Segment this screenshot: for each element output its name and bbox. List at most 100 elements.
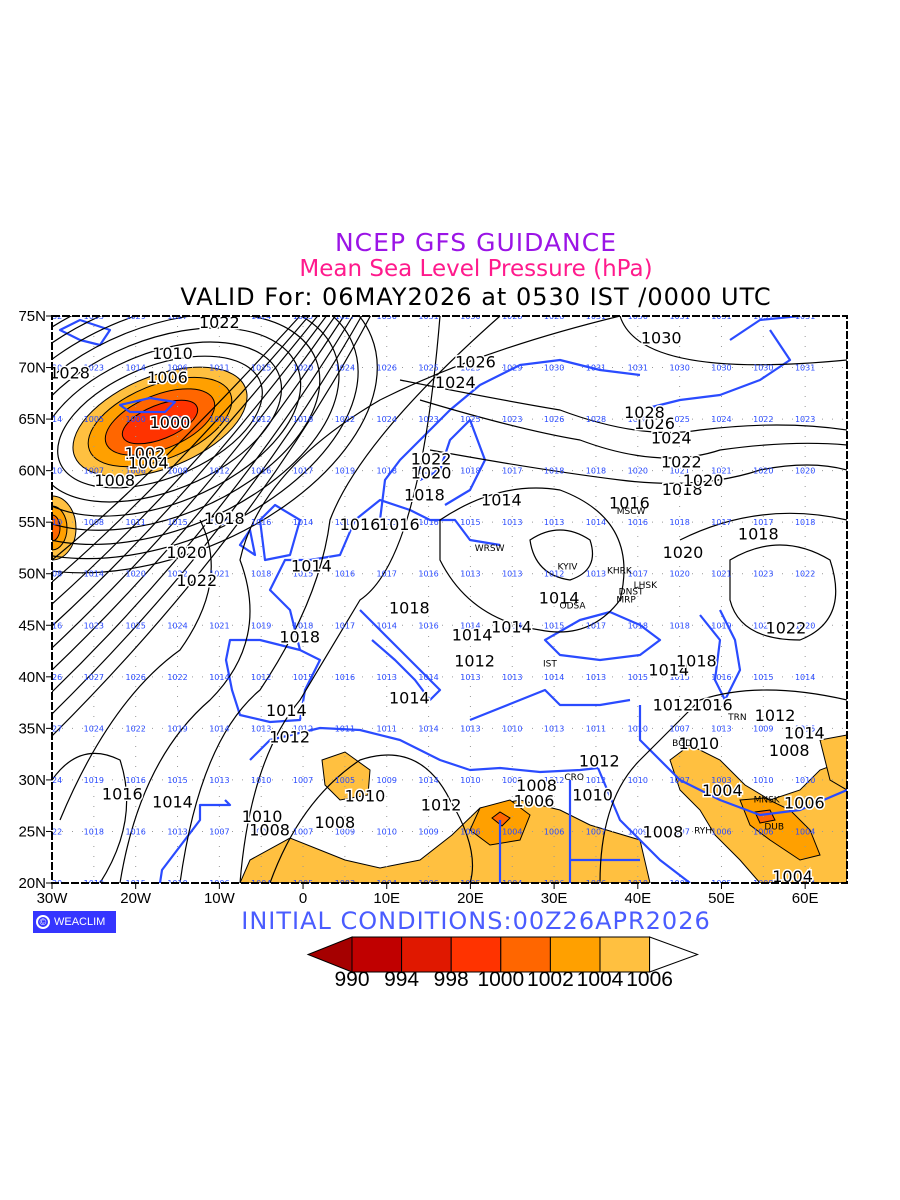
grid-value: 1027 xyxy=(42,724,62,733)
contour-label: 1008 xyxy=(769,741,810,760)
grid-value: 1005 xyxy=(335,776,355,785)
grid-value: 1006 xyxy=(753,827,773,836)
grid-value: 1031 xyxy=(795,312,815,321)
contour-label: 1018 xyxy=(676,651,717,670)
y-tick-label: 75N xyxy=(18,308,46,325)
coastline-segment xyxy=(359,609,442,702)
grid-value: 1027 xyxy=(167,312,187,321)
isobar xyxy=(119,316,621,883)
grid-value: 1016 xyxy=(251,467,271,476)
grid-value: 1024 xyxy=(377,415,397,424)
city-label: IST xyxy=(543,659,557,669)
isobar xyxy=(529,529,594,581)
contour-label: 1018 xyxy=(389,599,430,618)
grid-value: 1026 xyxy=(126,673,146,682)
grid-value: 1030 xyxy=(711,364,731,373)
grid-value: 1021 xyxy=(209,621,229,630)
grid-value: 1016 xyxy=(335,518,355,527)
coastline-segment xyxy=(158,799,232,883)
contour-label: 1018 xyxy=(662,480,703,499)
grid-value: 1018 xyxy=(251,570,271,579)
grid-value: 1005 xyxy=(460,879,480,888)
isobar xyxy=(399,379,847,434)
contour-label: 1012 xyxy=(269,728,310,747)
city-label: MNSK xyxy=(754,795,781,805)
city-label: KHRK xyxy=(607,567,633,577)
grid-value: 1015 xyxy=(377,518,397,527)
grid-value: 1024 xyxy=(335,364,355,373)
grid-value: 1012 xyxy=(293,724,313,733)
grid-value: 1030 xyxy=(753,364,773,373)
grid-value: 1023 xyxy=(753,570,773,579)
contour-label: 1004 xyxy=(702,781,743,800)
contour-label: 1012 xyxy=(579,751,620,770)
grid-value: 1007 xyxy=(669,724,689,733)
grid-value: 1022 xyxy=(167,570,187,579)
grid-value: 1016 xyxy=(251,518,271,527)
contour-label: 1008 xyxy=(314,813,355,832)
grid-value: 1010 xyxy=(377,827,397,836)
grid-values: 1032 1033 1029 1027 1024 1024 1025 1027 1030 1031… xyxy=(42,312,815,888)
grid-value: 1009 xyxy=(502,776,522,785)
contour-label: 1012 xyxy=(454,651,495,670)
coastline-segment xyxy=(58,318,112,347)
grid-value: 1022 xyxy=(167,673,187,682)
contour-label: 1018 xyxy=(404,485,445,504)
chart-subtitle: Mean Sea Level Pressure (hPa) xyxy=(299,256,653,282)
colorbar-label: 1006 xyxy=(626,968,673,991)
grid-value: 1013 xyxy=(460,673,480,682)
logo-text: WEACLIM xyxy=(54,916,106,928)
isobar xyxy=(679,512,847,541)
grid-value: 1014 xyxy=(586,518,606,527)
isobar xyxy=(52,316,345,671)
grid-value: 1025 xyxy=(669,415,689,424)
grid-value: 1032 xyxy=(42,312,62,321)
grid-value: 1008 xyxy=(167,467,187,476)
x-tick-label: 20W xyxy=(120,890,152,907)
map-frame xyxy=(51,315,848,884)
grid-value: 1023 xyxy=(502,415,522,424)
grid-value: 1018 xyxy=(795,518,815,527)
low-shade-area xyxy=(239,799,651,883)
contour-label: 1016 xyxy=(692,696,733,715)
isobar xyxy=(52,327,302,517)
grid-value: 1006 xyxy=(544,827,564,836)
grid-value: 1022 xyxy=(753,621,773,630)
contour-label: 1006 xyxy=(784,794,825,813)
grid-value: 1010 xyxy=(42,518,62,527)
coastline-segment xyxy=(419,418,487,506)
grid-value: 1006 xyxy=(209,879,229,888)
grid-value: 1027 xyxy=(335,312,355,321)
grid-value: 1010 xyxy=(753,776,773,785)
grid-value: 1020 xyxy=(669,570,689,579)
grid-value: 1018 xyxy=(628,621,648,630)
grid-value: 1031 xyxy=(711,312,731,321)
contour-label: 1024 xyxy=(651,429,692,448)
valid-time: VALID For: 06MAY2026 at 0530 IST /0000 U… xyxy=(180,283,772,311)
contour-label: 1026 xyxy=(634,414,675,433)
contour-label: 1016 xyxy=(102,784,143,803)
grid-value: 1009 xyxy=(418,827,438,836)
grid-value: 1007 xyxy=(669,776,689,785)
contour-label: 1010 xyxy=(242,807,283,826)
grid-value: 1015 xyxy=(795,724,815,733)
grid-value: 1010 xyxy=(628,776,648,785)
x-tick-label: 30E xyxy=(541,890,568,907)
x-tick-label: 50E xyxy=(708,890,735,907)
grid-value: 1014 xyxy=(377,621,397,630)
grid-value: 1020 xyxy=(42,879,62,888)
isobar xyxy=(52,316,319,605)
contour-label: 1016 xyxy=(379,515,420,534)
grid-value: 1020 xyxy=(293,364,313,373)
contour-label: 1014 xyxy=(784,723,825,742)
coastline-segment xyxy=(639,329,792,412)
grid-value: 1016 xyxy=(628,518,648,527)
y-tick-label: 20N xyxy=(18,875,46,892)
grid-value: 1024 xyxy=(84,724,104,733)
grid-value: 1020 xyxy=(795,621,815,630)
isobar xyxy=(52,341,283,503)
colorbar-label: 1002 xyxy=(527,968,574,991)
contour-label: 1008 xyxy=(94,471,135,490)
contour-label: 1010 xyxy=(679,734,720,753)
coastline-segment xyxy=(699,609,742,702)
